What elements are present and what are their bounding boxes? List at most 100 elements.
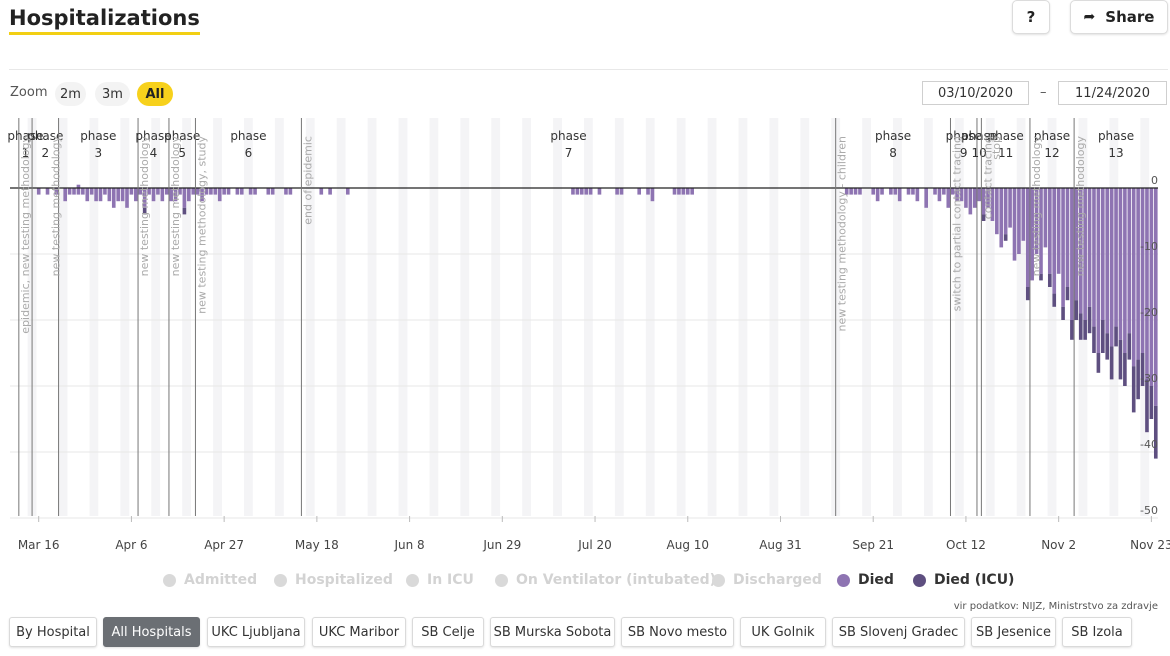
x-tick-label: Jul 20 [577, 538, 612, 552]
legend-item[interactable]: Discharged [712, 572, 822, 588]
bar [147, 188, 151, 195]
hospital-tab[interactable]: SB Murska Sobota [490, 617, 615, 647]
annotation-label: contact tracing [981, 136, 994, 219]
x-tick-label: Nov 23 [1130, 538, 1170, 552]
bar [164, 188, 169, 195]
bar [1043, 188, 1048, 248]
phase-label: phase [80, 129, 116, 143]
hospital-tab[interactable]: SB Novo mesto [621, 617, 734, 647]
annotation-label: new testing methodology [1074, 136, 1087, 277]
hospital-tab[interactable]: SB Jesenice [971, 617, 1056, 647]
zoom-3m-button[interactable]: 3m [95, 82, 130, 106]
hospital-tab[interactable]: SB Slovenj Gradec [832, 617, 965, 647]
help-button[interactable]: ? [1012, 0, 1050, 34]
bar [182, 207, 187, 215]
date-from-input[interactable]: 03/10/2020 [922, 81, 1029, 105]
weekend-band [769, 118, 779, 516]
bar [880, 188, 884, 195]
bar [615, 188, 619, 195]
hospital-tab[interactable]: UK Golnik [740, 617, 826, 647]
bar [981, 214, 986, 221]
bar [1131, 188, 1136, 367]
x-tick-label: Aug 10 [667, 538, 710, 552]
weekend-band [862, 118, 871, 516]
bar [248, 188, 253, 195]
bar [972, 188, 977, 208]
bar [637, 188, 641, 195]
phase-number: 4 [150, 146, 158, 160]
bar [1149, 188, 1154, 386]
share-button[interactable]: ➦ Share [1070, 0, 1168, 34]
hospital-tab[interactable]: By Hospital [9, 617, 97, 647]
hospital-tab[interactable]: UKC Maribor [312, 617, 406, 647]
weekend-band [120, 118, 130, 516]
bar [571, 188, 575, 195]
bar [67, 188, 72, 195]
x-tick-label: Jun 29 [482, 538, 521, 552]
bar [946, 188, 951, 208]
annotation-label: switch to partial contact tracing [950, 136, 963, 311]
bar [129, 188, 134, 195]
bar [937, 188, 942, 202]
bar [1074, 188, 1079, 301]
legend-item[interactable]: Hospitalized [274, 572, 393, 588]
bar [1078, 313, 1083, 340]
bar [1096, 353, 1101, 373]
legend-label: In ICU [427, 572, 474, 588]
legend-item[interactable]: Died (ICU) [913, 572, 1014, 588]
bar [226, 188, 231, 195]
bar [1030, 188, 1034, 281]
legend-item[interactable]: Admitted [163, 572, 257, 588]
phase-number: 1 [22, 146, 30, 160]
weekend-band [305, 118, 315, 516]
annotation-label: new testing methodology, study [195, 136, 208, 314]
bar [1123, 188, 1127, 353]
bar [288, 188, 293, 195]
bar [1140, 353, 1145, 386]
bar [270, 188, 275, 195]
bar [1003, 188, 1008, 235]
date-to-input[interactable]: 11/24/2020 [1058, 81, 1167, 105]
bar [1039, 273, 1043, 281]
bar [204, 188, 209, 195]
legend-label: Discharged [733, 572, 822, 588]
x-tick-label: Jun 8 [393, 538, 424, 552]
bar [142, 207, 147, 215]
bar [1048, 273, 1052, 287]
phase-label: phase [550, 129, 586, 143]
hospital-tab[interactable]: SB Celje [412, 617, 484, 647]
bar [1140, 188, 1145, 353]
hospital-tab[interactable]: All Hospitals [103, 617, 200, 647]
legend-item[interactable]: In ICU [406, 572, 474, 588]
weekend-band [89, 118, 99, 516]
y-tick-label: -30 [1140, 372, 1158, 385]
bar [191, 188, 196, 195]
weekend-band [614, 118, 624, 516]
weekend-band [676, 118, 686, 516]
bar [89, 188, 94, 195]
bar [1070, 188, 1074, 320]
bar [871, 188, 876, 195]
bar [681, 188, 686, 195]
phase-number: 9 [960, 146, 968, 160]
zoom-2m-button[interactable]: 2m [55, 82, 86, 106]
weekend-band [923, 118, 933, 516]
hospitalizations-chart[interactable]: phase 1 phase 2 phase 3 phase 4 phase 5 phase 6 phas… [0, 118, 1170, 568]
bar [94, 188, 98, 202]
legend-item[interactable]: On Ventilator (intubated) [495, 572, 716, 588]
bar [178, 188, 182, 195]
bar [1123, 353, 1127, 386]
zoom-all-button[interactable]: All [137, 82, 173, 106]
bar [1083, 188, 1087, 320]
hospital-tab[interactable]: UKC Ljubljana [207, 617, 305, 647]
bar [1012, 188, 1017, 261]
bar [173, 188, 178, 202]
legend-dot-icon [163, 573, 176, 587]
phase-number: 11 [998, 146, 1013, 160]
phase-label: phase [230, 129, 266, 143]
legend-dot-icon [913, 573, 926, 587]
bar [266, 188, 271, 195]
legend-item[interactable]: Died [837, 572, 894, 588]
weekend-band [800, 118, 810, 516]
hospital-tab[interactable]: SB Izola [1062, 617, 1132, 647]
